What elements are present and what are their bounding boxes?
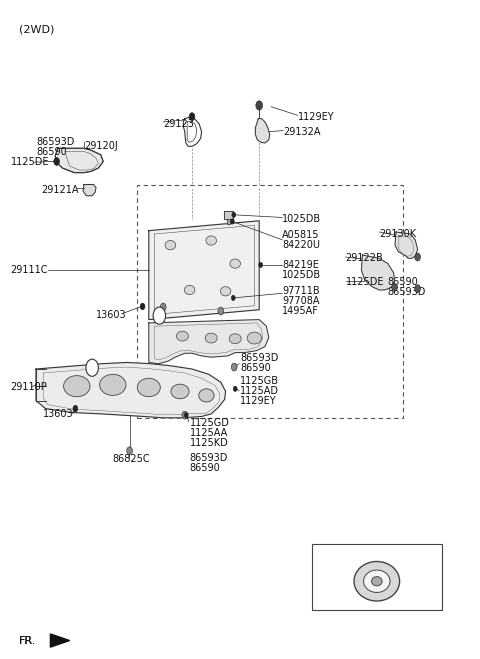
Circle shape (256, 101, 263, 110)
Ellipse shape (206, 236, 216, 245)
Text: 1495AF: 1495AF (282, 306, 319, 316)
Text: 29121A: 29121A (41, 185, 78, 195)
Circle shape (153, 307, 166, 324)
Text: (2WD): (2WD) (19, 24, 55, 35)
Polygon shape (149, 320, 269, 364)
Text: A: A (89, 363, 95, 372)
Text: 86590: 86590 (240, 363, 271, 374)
Polygon shape (83, 185, 96, 196)
Circle shape (230, 219, 234, 224)
Polygon shape (227, 219, 230, 224)
Ellipse shape (247, 332, 262, 344)
Circle shape (189, 113, 195, 121)
Circle shape (231, 363, 237, 371)
Text: 86593D: 86593D (190, 453, 228, 463)
Ellipse shape (354, 561, 399, 601)
Circle shape (127, 447, 132, 455)
Text: 29111C: 29111C (11, 265, 48, 275)
Ellipse shape (165, 241, 176, 250)
Text: 13603: 13603 (43, 409, 74, 419)
Text: 1129EY: 1129EY (298, 112, 334, 123)
Ellipse shape (230, 259, 240, 268)
Text: 1125AD: 1125AD (240, 386, 279, 396)
Text: 97708A: 97708A (282, 296, 320, 306)
Text: FR.: FR. (19, 635, 36, 646)
Text: 84220U: 84220U (282, 240, 320, 250)
Circle shape (415, 285, 420, 293)
Polygon shape (361, 255, 395, 290)
Text: 86593D: 86593D (36, 137, 74, 148)
Text: 86590: 86590 (36, 147, 67, 158)
Bar (137, 185, 403, 418)
Text: A05815: A05815 (282, 230, 320, 241)
Text: 29122B: 29122B (346, 253, 384, 264)
Polygon shape (55, 148, 103, 173)
Circle shape (392, 283, 397, 291)
Ellipse shape (205, 333, 217, 343)
Circle shape (218, 307, 224, 315)
Text: 84145A: 84145A (358, 547, 396, 558)
Ellipse shape (372, 577, 382, 586)
Ellipse shape (177, 331, 188, 341)
Circle shape (160, 303, 166, 311)
Polygon shape (224, 211, 233, 219)
Polygon shape (36, 362, 226, 418)
Circle shape (182, 411, 188, 419)
Text: 86590: 86590 (388, 277, 419, 287)
Text: 13603: 13603 (96, 310, 127, 320)
Circle shape (232, 212, 236, 217)
Text: 29123: 29123 (163, 119, 194, 129)
Ellipse shape (229, 333, 241, 344)
Ellipse shape (171, 384, 189, 399)
Text: 1125AA: 1125AA (190, 428, 228, 438)
Text: 29132A: 29132A (283, 127, 321, 137)
Text: 29130K: 29130K (379, 229, 416, 239)
Ellipse shape (220, 287, 231, 296)
Polygon shape (50, 634, 70, 647)
Text: 86593D: 86593D (388, 287, 426, 297)
Polygon shape (255, 119, 270, 143)
Text: 86825C: 86825C (113, 454, 150, 465)
Circle shape (233, 386, 237, 391)
Circle shape (231, 295, 235, 301)
Text: 1129EY: 1129EY (240, 395, 276, 406)
Polygon shape (149, 221, 259, 320)
Text: A: A (156, 311, 162, 320)
Text: 1125GB: 1125GB (240, 376, 279, 386)
Ellipse shape (137, 378, 160, 397)
Text: 1125DE: 1125DE (346, 277, 384, 287)
Ellipse shape (199, 389, 214, 402)
Text: 1125KD: 1125KD (190, 438, 228, 448)
Text: 86593D: 86593D (240, 353, 278, 364)
Polygon shape (395, 232, 418, 258)
Text: 84219E: 84219E (282, 260, 319, 270)
Text: 1025DB: 1025DB (282, 214, 322, 224)
Circle shape (86, 359, 98, 376)
Text: 29110P: 29110P (11, 382, 48, 392)
Ellipse shape (100, 374, 126, 395)
Text: 1025DB: 1025DB (282, 270, 322, 280)
Text: 29120J: 29120J (84, 141, 118, 152)
Text: FR.: FR. (19, 635, 36, 646)
Circle shape (73, 405, 78, 412)
Circle shape (415, 253, 420, 261)
Text: 1125DE: 1125DE (11, 157, 49, 167)
Ellipse shape (364, 570, 390, 592)
Text: 86590: 86590 (190, 463, 220, 473)
Circle shape (140, 303, 145, 310)
Ellipse shape (63, 376, 90, 397)
Circle shape (259, 262, 263, 268)
Bar (312, 544, 442, 610)
Ellipse shape (184, 285, 195, 295)
Circle shape (54, 158, 60, 165)
Text: 97711B: 97711B (282, 286, 320, 297)
Circle shape (184, 413, 188, 418)
Text: 1125GD: 1125GD (190, 418, 229, 428)
